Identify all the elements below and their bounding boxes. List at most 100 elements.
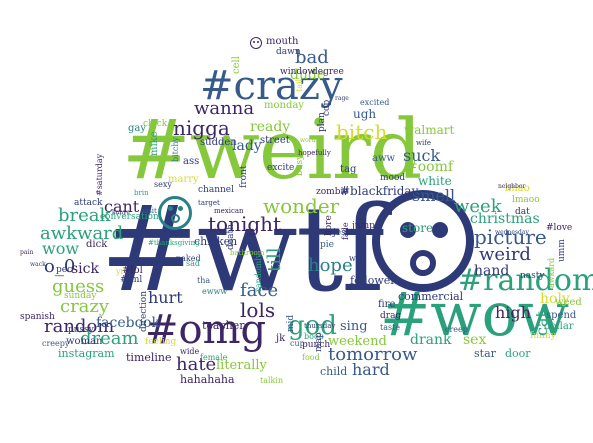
word-fml: #fml xyxy=(120,275,143,285)
word-degree: degree xyxy=(312,67,344,77)
word-tonight: tonight xyxy=(208,212,282,236)
word-mood: mood xyxy=(380,173,406,183)
word-busy: busy xyxy=(295,154,305,176)
word-commercial: commercial xyxy=(398,290,464,303)
word-jump: jump xyxy=(352,221,375,231)
surprised-face-icon xyxy=(158,196,192,230)
word-wife: wife xyxy=(416,139,431,147)
word-spanish: spanish xyxy=(20,312,55,322)
word-tail: tail xyxy=(295,78,304,92)
word-weed: weed xyxy=(555,297,582,308)
word-randomly: randomly xyxy=(254,253,263,292)
word-chicken: chicken xyxy=(194,235,238,248)
word-sad: sad xyxy=(186,259,200,268)
word-dawn: dawn xyxy=(276,47,301,57)
word-suck: suck xyxy=(403,146,441,165)
word-store: store xyxy=(402,221,434,235)
word-omg-tag: #omg xyxy=(145,307,267,353)
word-white: white xyxy=(418,174,452,188)
word-death: death xyxy=(226,224,236,250)
word-front: front xyxy=(239,165,249,188)
word-crazy: crazy xyxy=(60,296,110,317)
word-neighbor: neighbor xyxy=(498,183,526,190)
word-lady: lady xyxy=(232,138,262,154)
word-hurt: hurt xyxy=(148,288,183,307)
word-walmart: walmart xyxy=(404,123,455,137)
word-jk: jk xyxy=(276,333,286,344)
word-mike: mike xyxy=(149,131,160,156)
word-marry: marry xyxy=(168,174,199,185)
word-christmas: christmas xyxy=(470,211,540,227)
word-lmaoo: lmaoo xyxy=(512,195,540,205)
word-food: food xyxy=(302,353,320,362)
word-hahahaha: hahahaha xyxy=(180,373,235,386)
word-lmao: lmao xyxy=(505,183,530,194)
word-child: child xyxy=(320,365,348,378)
word-facebook: facebook xyxy=(96,315,160,331)
word-cell: cell xyxy=(231,56,242,74)
word-yr: yr xyxy=(116,267,125,276)
word-punch: punch xyxy=(302,340,331,350)
word-channel: channel xyxy=(198,185,234,195)
word-pussy: pussy xyxy=(68,325,94,335)
word-hope: hope xyxy=(308,255,353,276)
word-excited: excited xyxy=(360,98,390,107)
word-pie: pie xyxy=(320,240,334,250)
word-fade: fade xyxy=(341,222,350,240)
word-fire: fire xyxy=(378,299,396,310)
word-random-tag: #random xyxy=(458,263,593,298)
word-dat: dat xyxy=(515,207,530,217)
word-attack: attack xyxy=(74,198,103,208)
word-till: till xyxy=(264,247,285,272)
word-face: face xyxy=(240,280,279,301)
word-sex: sex xyxy=(463,332,487,348)
word-tha: tha xyxy=(197,276,211,285)
word-wtf: #wtf xyxy=(100,180,385,318)
word-monday: monday xyxy=(264,100,304,111)
word-hard: hard xyxy=(352,360,390,379)
word-instagram: instagram xyxy=(58,347,115,360)
word-picture: picture xyxy=(474,225,547,249)
word-weird: weird xyxy=(479,244,531,265)
word-timeline: timeline xyxy=(126,351,172,364)
word-visit: visit xyxy=(142,207,157,215)
word-chick: chick xyxy=(143,119,168,129)
word-follower: follower xyxy=(350,274,396,287)
word-direction: direction xyxy=(139,290,149,332)
word-cant: cant xyxy=(104,197,140,216)
word-woman: woman xyxy=(66,336,103,347)
word-weird-tag: #weird xyxy=(122,103,422,198)
word-nasty: nasty xyxy=(520,271,545,281)
word-saturday: #saturday xyxy=(95,153,104,196)
shocked-face-icon xyxy=(372,190,474,292)
word-bore: bore xyxy=(324,215,334,236)
word-wack: wack xyxy=(30,261,46,268)
word-door: door xyxy=(505,347,531,360)
word-smell: smell xyxy=(412,186,456,205)
word-oomf: #oomf xyxy=(406,159,454,175)
word-cup: cup xyxy=(290,339,305,348)
word-pec: pec xyxy=(56,265,73,275)
word-love: #love xyxy=(546,223,573,233)
word-crazy-tag: #crazy xyxy=(200,63,343,109)
word-sick: sick xyxy=(71,261,99,277)
word-target: target xyxy=(198,199,220,207)
word-mexican: mexican xyxy=(214,207,244,215)
small-face-icon xyxy=(250,37,262,49)
word-dollar: dollar xyxy=(544,321,574,332)
word-ass: ass xyxy=(183,156,200,167)
word-dude: dude xyxy=(290,67,326,83)
word-spend: spend xyxy=(546,310,577,321)
word-funny: funny xyxy=(530,331,556,341)
word-literally: literally xyxy=(216,358,267,373)
word-thanksgiving: #thanksgiving xyxy=(148,239,200,247)
word-boob: boob xyxy=(304,332,324,341)
word-hate: hate xyxy=(176,354,217,375)
word-tag: tag xyxy=(340,164,357,175)
word-sunday: sunday xyxy=(64,291,97,301)
word-random: random xyxy=(44,316,115,337)
word-excite: excite xyxy=(267,163,295,173)
word-talkin: talkin xyxy=(260,376,284,385)
word-cop: cop xyxy=(322,99,332,116)
